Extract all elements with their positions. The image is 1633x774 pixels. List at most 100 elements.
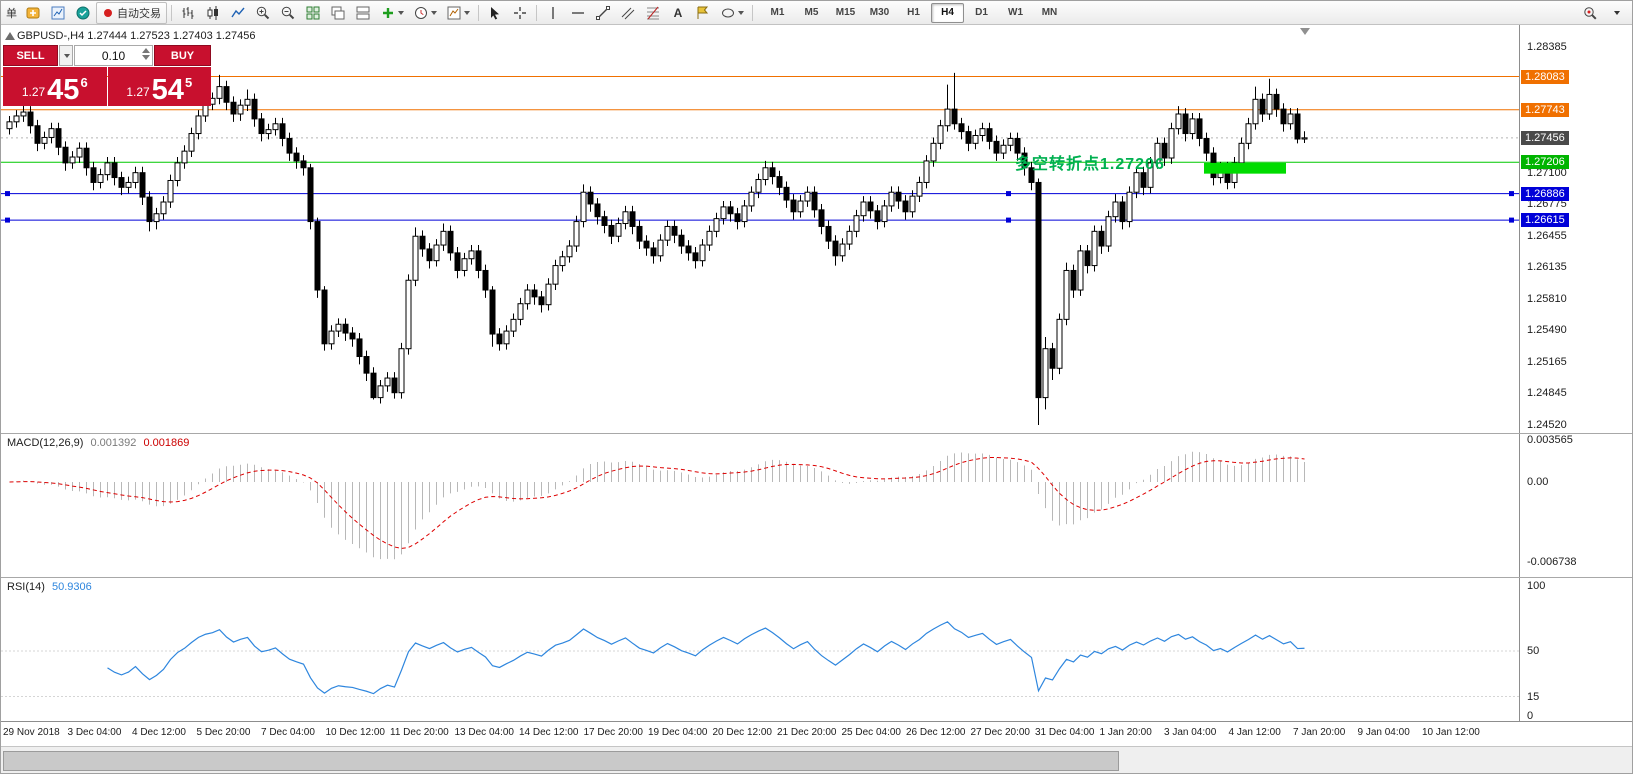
toolbar-separator: [536, 4, 537, 21]
timeframe-button-h1[interactable]: H1: [907, 7, 920, 18]
time-axis-label: 4 Dec 12:00: [132, 727, 186, 738]
candle: [1189, 118, 1196, 135]
buy-price-big-digits: 54: [151, 74, 184, 106]
line-handle: [5, 217, 10, 223]
charts-icon[interactable]: [46, 2, 70, 24]
candle: [468, 250, 475, 260]
candle: [853, 215, 860, 232]
templates-button[interactable]: [442, 2, 474, 24]
time-axis-label: 5 Dec 20:00: [196, 727, 251, 738]
price-chart-canvas[interactable]: [1, 25, 1519, 433]
candle: [867, 201, 874, 212]
one-click-collapse-arrow-icon[interactable]: [5, 32, 15, 40]
macd-panel-canvas[interactable]: [1, 434, 1519, 577]
candle: [13, 115, 20, 123]
timeframe-button-d1[interactable]: D1: [975, 7, 988, 18]
crosshair-icon[interactable]: [508, 2, 532, 24]
timeframe-button-m15[interactable]: M15: [835, 7, 856, 18]
zoom-in-icon[interactable]: [251, 2, 275, 24]
cascade-windows-icon[interactable]: [326, 2, 350, 24]
shapes-tool-button[interactable]: [716, 2, 748, 24]
horizontal-line-tool-icon[interactable]: [566, 2, 590, 24]
candle: [300, 160, 307, 169]
price-axis-badge: 1.27206: [1521, 155, 1569, 170]
horizontal-scrollbar[interactable]: [1, 746, 1632, 773]
autotrading-button[interactable]: 自动交易: [96, 1, 167, 24]
toolbar-overflow-chevron-icon[interactable]: [1604, 2, 1628, 24]
buy-price-display[interactable]: 1.27 54 5: [107, 67, 211, 106]
rsi-panel-canvas[interactable]: [1, 578, 1519, 721]
candle: [587, 191, 594, 205]
market-watch-icon[interactable]: [71, 2, 95, 24]
cursor-icon[interactable]: [483, 2, 507, 24]
buy-button[interactable]: BUY: [154, 45, 211, 66]
timeframe-button-mn[interactable]: MN: [1041, 7, 1058, 18]
candle: [755, 179, 762, 193]
periods-button[interactable]: [409, 2, 441, 24]
candle: [356, 338, 363, 358]
candle: [328, 330, 335, 345]
new-order-button[interactable]: 单: [3, 2, 20, 24]
price-axis[interactable]: 1.28385 1.27100 1.26775 1.26455 1.26135 1.258…: [1520, 25, 1632, 433]
candle: [48, 128, 55, 138]
one-click-dropdown-caret[interactable]: [59, 45, 73, 66]
price-axis-tick: 1.27100: [1527, 166, 1567, 179]
panel-separator[interactable]: [1, 577, 1632, 578]
candle: [846, 230, 853, 245]
time-axis[interactable]: 29 Nov 2018 3 Dec 04:00 4 Dec 12:00 5 Dec 2…: [1, 722, 1632, 746]
search-icon[interactable]: [1578, 2, 1602, 24]
timeframe-button-m5[interactable]: M5: [804, 7, 819, 18]
candle: [125, 181, 132, 188]
candlestick-chart-icon[interactable]: [201, 2, 225, 24]
candle: [916, 181, 923, 197]
candle: [20, 111, 27, 117]
timeframe-button-w1[interactable]: W1: [1008, 7, 1023, 18]
sell-price-display[interactable]: 1.27 45 6: [3, 67, 107, 106]
new-order-icon[interactable]: [21, 2, 45, 24]
line-chart-icon[interactable]: [226, 2, 250, 24]
candle: [839, 243, 846, 257]
price-axis-tick: 1.25490: [1527, 324, 1567, 337]
price-axis-tick: 1.24520: [1527, 418, 1567, 431]
equidistant-channel-tool-icon[interactable]: [616, 2, 640, 24]
text-tool-icon[interactable]: A: [666, 2, 690, 24]
candle: [153, 213, 160, 223]
candle: [622, 211, 629, 225]
candle: [384, 377, 391, 387]
lot-size-field[interactable]: 0.10: [74, 45, 153, 66]
time-axis-label: 10 Jan 12:00: [1422, 727, 1480, 738]
label-tool-icon[interactable]: [691, 2, 715, 24]
zoom-out-icon[interactable]: [276, 2, 300, 24]
candle: [762, 167, 769, 181]
lot-increase-icon[interactable]: [142, 48, 150, 53]
panel-separator[interactable]: [1, 433, 1632, 434]
candle: [244, 98, 251, 106]
trendline-tool-icon[interactable]: [591, 2, 615, 24]
candle: [573, 221, 580, 247]
fibonacci-tool-icon[interactable]: [641, 2, 665, 24]
toolbar-right-group: [1578, 2, 1632, 24]
sell-button[interactable]: SELL: [3, 45, 58, 66]
tile-windows-icon[interactable]: [301, 2, 325, 24]
price-axis-badge: 1.28083: [1521, 69, 1569, 84]
arrange-windows-icon[interactable]: [351, 2, 375, 24]
candle: [629, 211, 636, 227]
candle: [1077, 250, 1084, 291]
candle: [664, 225, 671, 241]
candle: [909, 195, 916, 213]
timeframe-button-m30[interactable]: M30: [869, 7, 890, 18]
macd-axis-tick: 0.003565: [1527, 433, 1573, 446]
scrollbar-thumb[interactable]: [3, 751, 1119, 771]
timeframe-button-h4[interactable]: H4: [931, 2, 964, 23]
price-axis-badge: 1.27456: [1521, 130, 1569, 145]
timeframe-button-m1[interactable]: M1: [770, 7, 785, 18]
line-handle: [1006, 217, 1011, 223]
candle: [342, 323, 349, 334]
vertical-line-tool-icon[interactable]: [541, 2, 565, 24]
lot-decrease-icon[interactable]: [142, 55, 150, 60]
add-ind[interactable]: [376, 2, 408, 24]
chart-text-annotation[interactable]: 多空转折点1.27206: [1015, 156, 1165, 173]
time-axis-label: 7 Jan 20:00: [1293, 727, 1346, 738]
bar-chart-icon[interactable]: [176, 2, 200, 24]
candle: [979, 128, 986, 137]
